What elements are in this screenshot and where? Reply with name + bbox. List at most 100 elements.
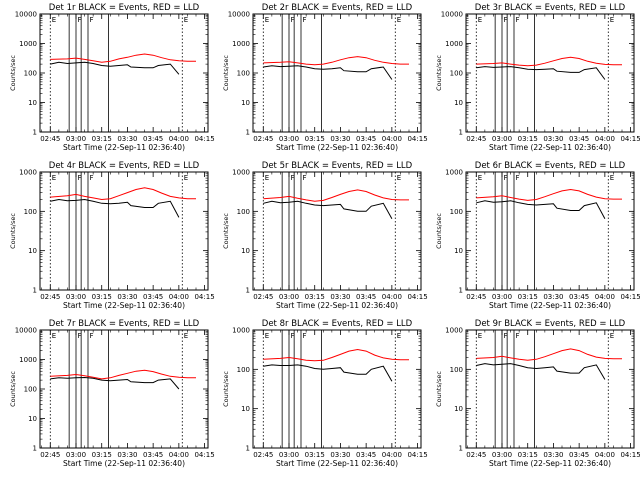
x-tick-label: 02:45 — [466, 293, 486, 301]
chart-title: Det 6r BLACK = Events, RED = LLD — [475, 161, 626, 171]
y-tick-label: 100 — [237, 366, 250, 374]
y-tick-label: 10000 — [15, 327, 37, 335]
chart-title: Det 9r BLACK = Events, RED = LLD — [475, 319, 626, 329]
x-tick-label: 04:00 — [382, 135, 402, 143]
marker-label-F: F — [90, 174, 94, 182]
y-tick-label: 1 — [246, 445, 250, 453]
y-tick-label: 1 — [33, 129, 37, 137]
series-line-black — [263, 364, 393, 382]
y-tick-label: 10 — [241, 405, 250, 413]
y-tick-label: 10 — [454, 405, 463, 413]
x-tick-label: 03:00 — [279, 135, 299, 143]
x-tick-label: 04:15 — [194, 451, 214, 459]
series-line-red — [50, 53, 196, 63]
marker-label-E: E — [184, 332, 188, 340]
series-line-red — [476, 348, 622, 361]
chart-panel-6: Det 6r BLACK = Events, RED = LLD 1 10 100 10… — [435, 161, 640, 310]
x-tick-label: 04:00 — [382, 451, 402, 459]
x-tick-label: 04:00 — [169, 451, 189, 459]
x-tick-label: 03:45 — [356, 293, 376, 301]
marker-label-F: F — [504, 332, 508, 340]
y-tick-label: 100 — [450, 366, 463, 374]
marker-label-E: E — [478, 332, 482, 340]
chart-panel-1: Det 1r BLACK = Events, RED = LLD 1 10 100 10… — [9, 3, 215, 152]
x-tick-label: 04:00 — [595, 293, 615, 301]
y-tick-label: 1 — [33, 445, 37, 453]
x-tick-label: 03:15 — [518, 135, 538, 143]
y-tick-label: 1000 — [445, 169, 463, 177]
x-tick-label: 04:15 — [194, 135, 214, 143]
x-tick-label: 02:45 — [253, 293, 273, 301]
x-tick-label: 04:15 — [620, 293, 640, 301]
x-tick-label: 04:00 — [169, 135, 189, 143]
y-tick-label: 1000 — [232, 169, 250, 177]
y-tick-label: 10 — [454, 99, 463, 107]
x-axis-label: Start Time (22-Sep-11 02:36:40) — [276, 459, 398, 468]
x-tick-label: 03:30 — [330, 293, 350, 301]
marker-label-E: E — [478, 174, 482, 182]
y-tick-label: 10 — [28, 99, 37, 107]
x-tick-label: 03:15 — [518, 293, 538, 301]
y-tick-label: 1 — [459, 129, 463, 137]
marker-label-F: F — [504, 16, 508, 24]
chart-panel-8: Det 8r BLACK = Events, RED = LLD 1 10 100 10… — [222, 319, 428, 468]
x-axis-label: Start Time (22-Sep-11 02:36:40) — [489, 143, 611, 152]
y-tick-label: 100 — [450, 208, 463, 216]
marker-label-E: E — [52, 174, 56, 182]
chart-panel-5: Det 5r BLACK = Events, RED = LLD 1 10 100 10… — [222, 161, 428, 310]
y-tick-label: 1 — [459, 445, 463, 453]
marker-label-E: E — [52, 332, 56, 340]
x-tick-label: 03:00 — [492, 293, 512, 301]
y-axis-label: Counts/sec — [222, 213, 230, 249]
y-tick-label: 10000 — [15, 11, 37, 19]
marker-label-E: E — [265, 332, 269, 340]
series-line-black — [50, 376, 180, 390]
y-tick-label: 1000 — [232, 40, 250, 48]
x-tick-label: 03:30 — [543, 135, 563, 143]
y-tick-label: 100 — [24, 208, 37, 216]
y-tick-label: 1 — [246, 287, 250, 295]
x-tick-label: 03:45 — [143, 135, 163, 143]
marker-label-F: F — [291, 16, 295, 24]
marker-label-F: F — [90, 332, 94, 340]
x-tick-label: 04:15 — [620, 451, 640, 459]
marker-label-F: F — [303, 174, 307, 182]
y-axis-label: Counts/sec — [435, 371, 443, 407]
x-tick-label: 04:00 — [595, 135, 615, 143]
y-axis-label: Counts/sec — [9, 371, 17, 407]
x-tick-label: 03:15 — [305, 293, 325, 301]
marker-label-E: E — [478, 16, 482, 24]
series-line-black — [263, 200, 393, 219]
x-tick-label: 03:00 — [279, 451, 299, 459]
plot-frame — [252, 13, 422, 133]
x-tick-label: 02:45 — [40, 293, 60, 301]
x-tick-label: 03:00 — [492, 451, 512, 459]
marker-label-F: F — [78, 174, 82, 182]
x-tick-label: 02:45 — [466, 135, 486, 143]
x-tick-label: 03:30 — [117, 451, 137, 459]
y-tick-label: 1000 — [19, 169, 37, 177]
x-tick-label: 04:15 — [407, 293, 427, 301]
marker-label-E: E — [610, 16, 614, 24]
chart-title: Det 2r BLACK = Events, RED = LLD — [262, 3, 413, 13]
x-axis-label: Start Time (22-Sep-11 02:36:40) — [63, 143, 185, 152]
x-tick-label: 02:45 — [40, 135, 60, 143]
series-line-red — [50, 187, 196, 201]
x-axis-label: Start Time (22-Sep-11 02:36:40) — [63, 301, 185, 310]
x-axis-label: Start Time (22-Sep-11 02:36:40) — [63, 459, 185, 468]
y-tick-label: 1000 — [232, 327, 250, 335]
chart-panel-9: Det 9r BLACK = Events, RED = LLD 1 10 100 10… — [435, 319, 640, 468]
chart-panel-7: Det 7r BLACK = Events, RED = LLD 1 10 100 10… — [9, 319, 215, 468]
y-tick-label: 10 — [28, 415, 37, 423]
y-tick-label: 1000 — [19, 40, 37, 48]
x-tick-label: 03:00 — [66, 293, 86, 301]
marker-label-F: F — [516, 174, 520, 182]
plot-frame — [465, 171, 635, 291]
series-line-red — [476, 188, 622, 201]
series-line-black — [476, 200, 606, 219]
x-tick-label: 04:15 — [407, 135, 427, 143]
marker-label-F: F — [78, 16, 82, 24]
plot-frame — [252, 329, 422, 449]
chart-panel-2: Det 2r BLACK = Events, RED = LLD 1 10 100 10… — [222, 3, 428, 152]
series-line-black — [50, 198, 180, 218]
